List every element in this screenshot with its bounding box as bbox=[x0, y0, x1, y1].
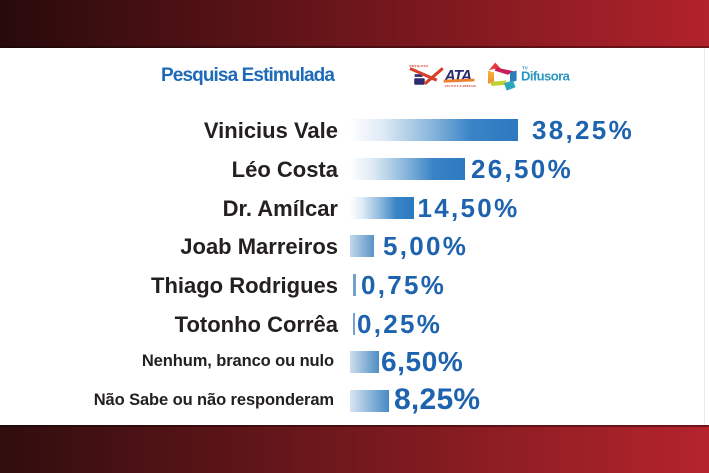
svg-text:TV: TV bbox=[522, 66, 529, 71]
svg-text:POLITICA E MERCADO: POLITICA E MERCADO bbox=[445, 85, 476, 88]
svg-text:Difusora: Difusora bbox=[521, 69, 571, 84]
svg-text:ATA: ATA bbox=[444, 68, 472, 85]
svg-text:PESQUISA: PESQUISA bbox=[410, 64, 429, 68]
